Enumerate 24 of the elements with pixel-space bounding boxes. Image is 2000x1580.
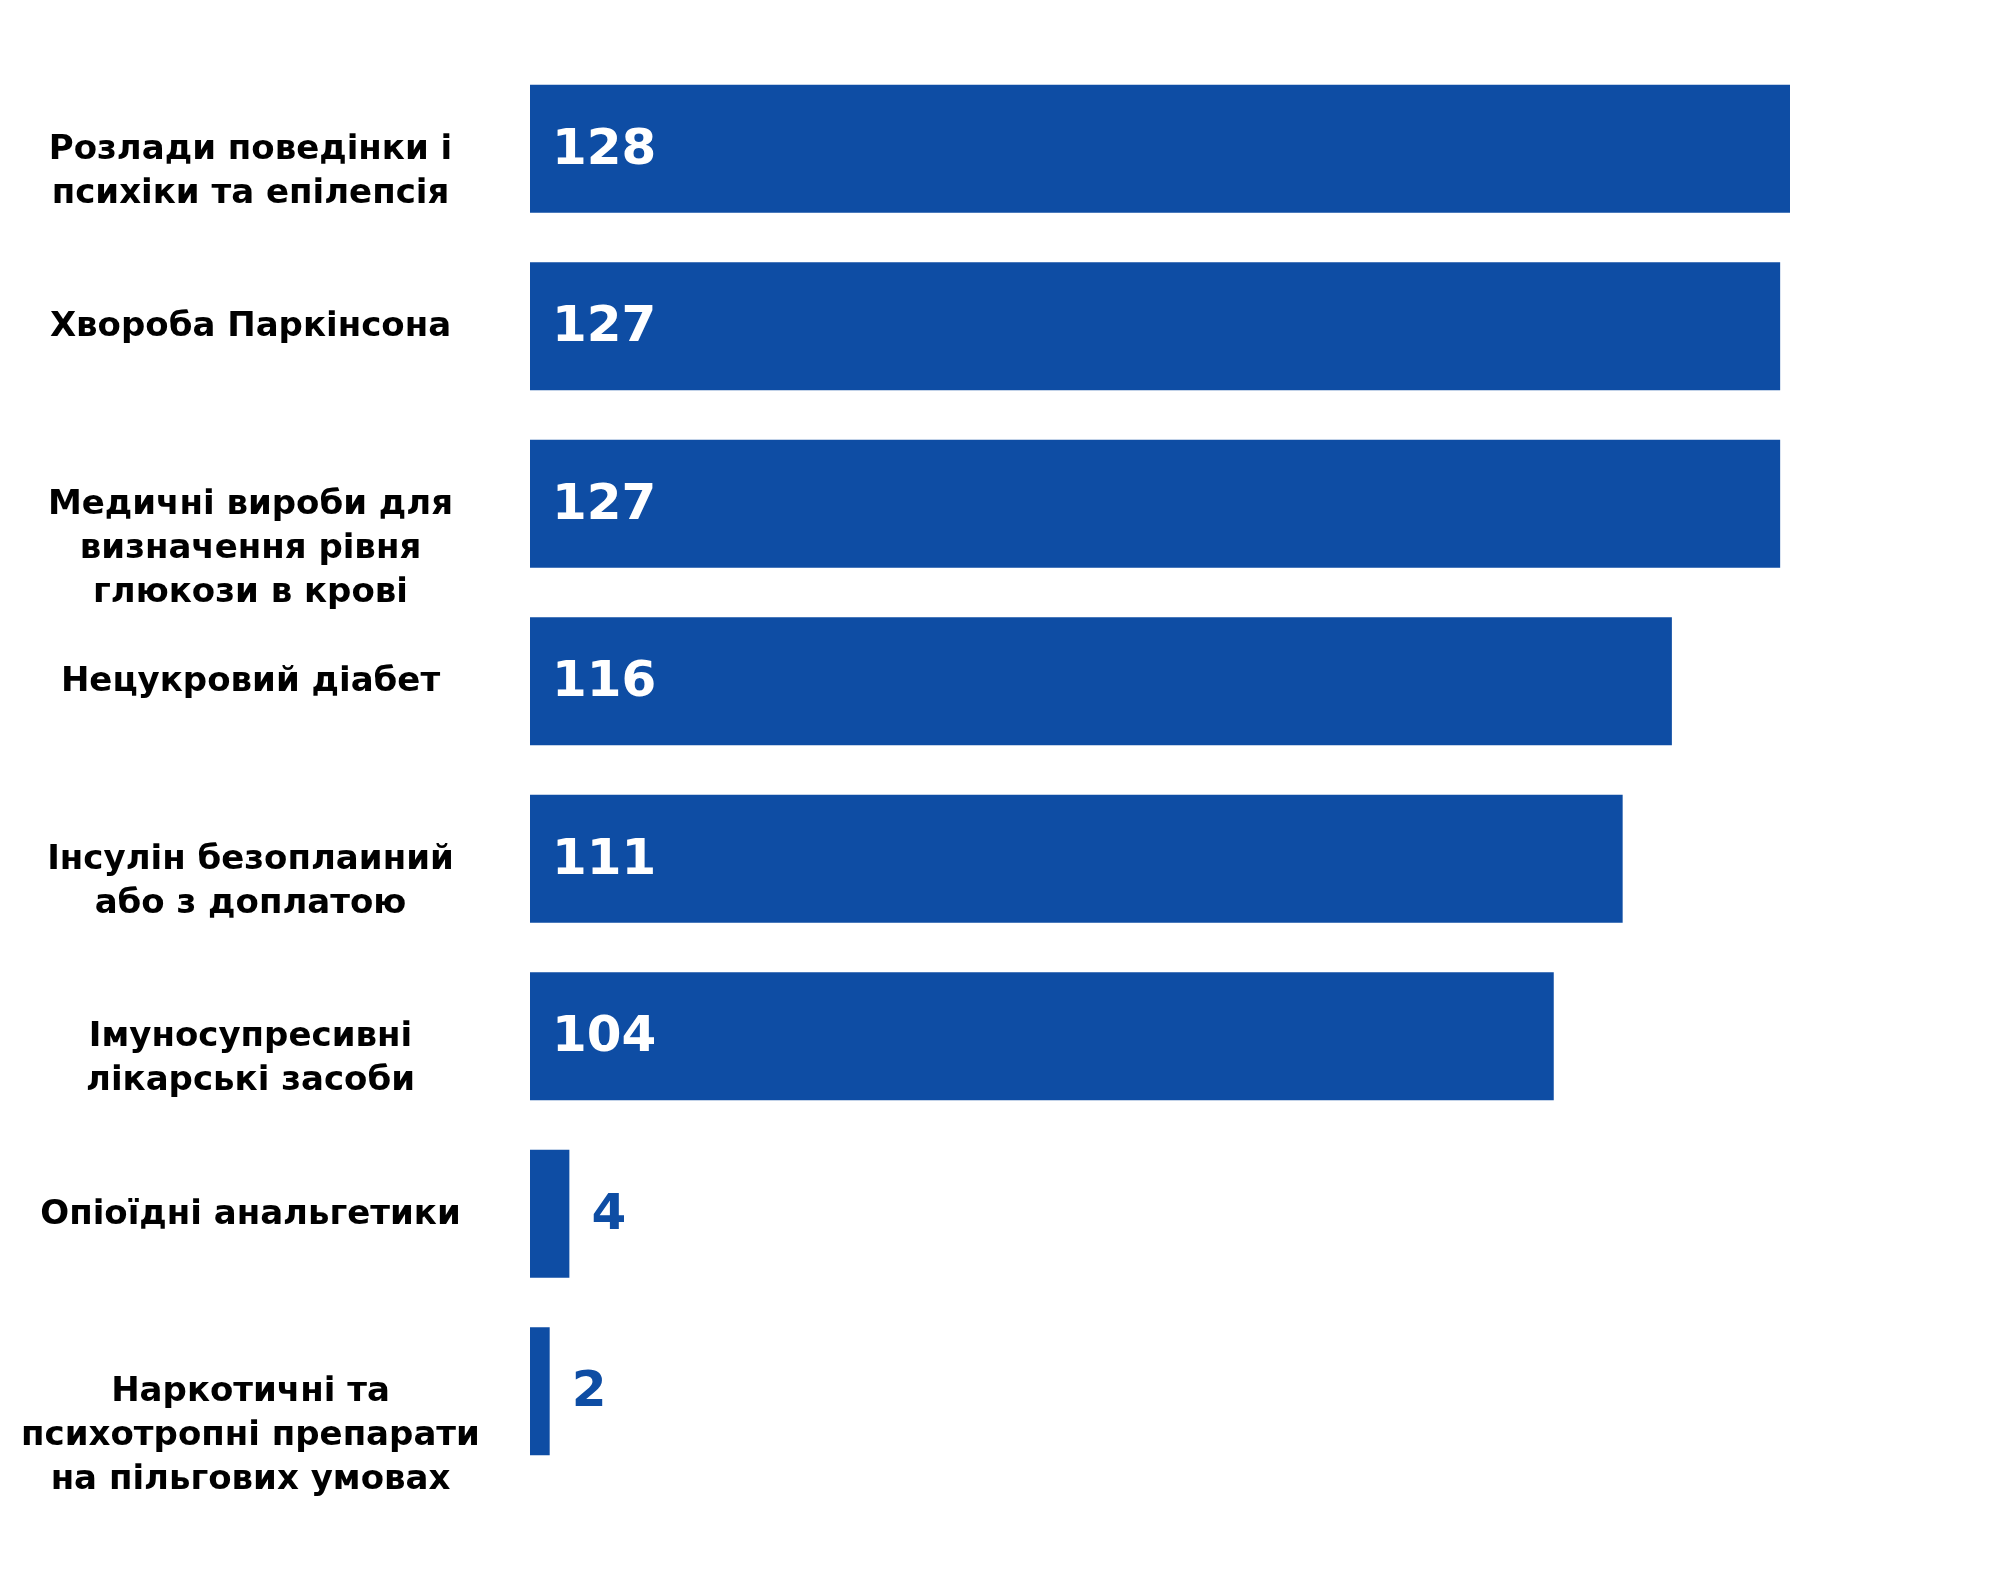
bar: [530, 794, 1623, 923]
data-label: 4: [591, 1182, 627, 1241]
bar: [530, 84, 1790, 213]
y-tick-label: Хвороба Паркінсона: [49, 304, 452, 345]
data-label: 111: [552, 827, 657, 886]
y-tick-label: Наркотичні та психотропні препарати на пільгових умовах: [21, 1369, 480, 1498]
data-label: 116: [552, 650, 657, 709]
y-tick-label: Розлади поведінки і психіки та епілепсія: [48, 126, 453, 211]
data-label: 127: [552, 295, 657, 354]
bar: [530, 617, 1672, 746]
bar: [530, 439, 1781, 568]
data-label: 2: [571, 1360, 607, 1419]
bar: [530, 972, 1554, 1101]
y-tick-label: Нецукровий діабет: [60, 659, 441, 700]
data-label: 127: [552, 472, 657, 531]
y-tick-label: Імуносупресивні лікарські засоби: [86, 1014, 415, 1099]
bar: [530, 262, 1781, 391]
data-label: 104: [552, 1005, 657, 1064]
bar: [530, 1149, 570, 1278]
data-label: 128: [552, 117, 657, 176]
y-tick-label: Інсулін безоплаиний або з доплатою: [47, 836, 454, 921]
y-tick-label: Медичні вироби для визначення рівня глюкози в крові: [47, 481, 454, 610]
y-tick-label: Опіоїдні анальгетики: [40, 1191, 461, 1232]
bar: [530, 1327, 550, 1456]
